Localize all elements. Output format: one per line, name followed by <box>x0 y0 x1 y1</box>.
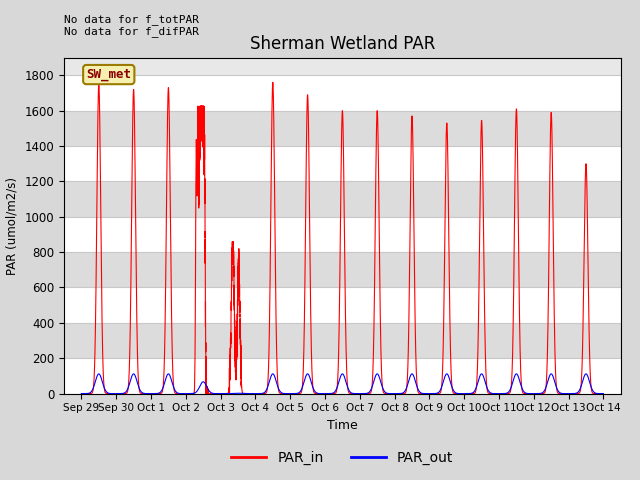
Bar <box>64 181 621 217</box>
Y-axis label: PAR (umol/m2/s): PAR (umol/m2/s) <box>6 177 19 275</box>
Bar <box>64 146 621 181</box>
Bar <box>64 358 621 394</box>
Bar <box>64 252 621 288</box>
Bar <box>64 111 621 146</box>
Bar <box>64 75 621 111</box>
Legend: PAR_in, PAR_out: PAR_in, PAR_out <box>226 445 459 471</box>
Title: Sherman Wetland PAR: Sherman Wetland PAR <box>250 35 435 53</box>
X-axis label: Time: Time <box>327 419 358 432</box>
Bar <box>64 288 621 323</box>
Bar <box>64 323 621 358</box>
Bar <box>64 217 621 252</box>
Text: No data for f_totPAR
No data for f_difPAR: No data for f_totPAR No data for f_difPA… <box>64 14 199 37</box>
Text: SW_met: SW_met <box>86 68 131 81</box>
